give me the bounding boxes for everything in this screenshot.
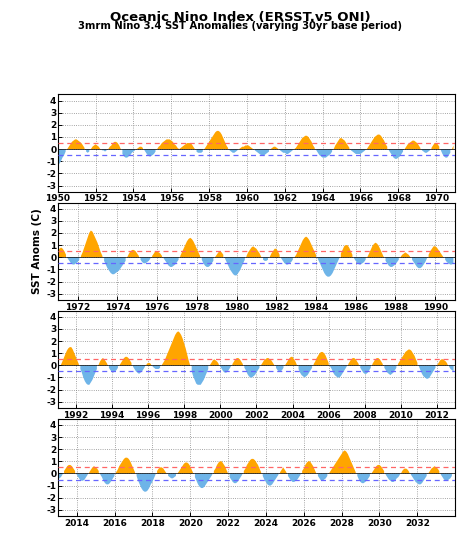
Text: Oceanic Nino Index (ERSST.v5 ONI): Oceanic Nino Index (ERSST.v5 ONI) [110,11,371,24]
Y-axis label: SST Anoms (C): SST Anoms (C) [32,208,42,294]
Text: 3mrm Nino 3.4 SST Anomalies (varying 30yr base period): 3mrm Nino 3.4 SST Anomalies (varying 30y… [78,21,402,31]
